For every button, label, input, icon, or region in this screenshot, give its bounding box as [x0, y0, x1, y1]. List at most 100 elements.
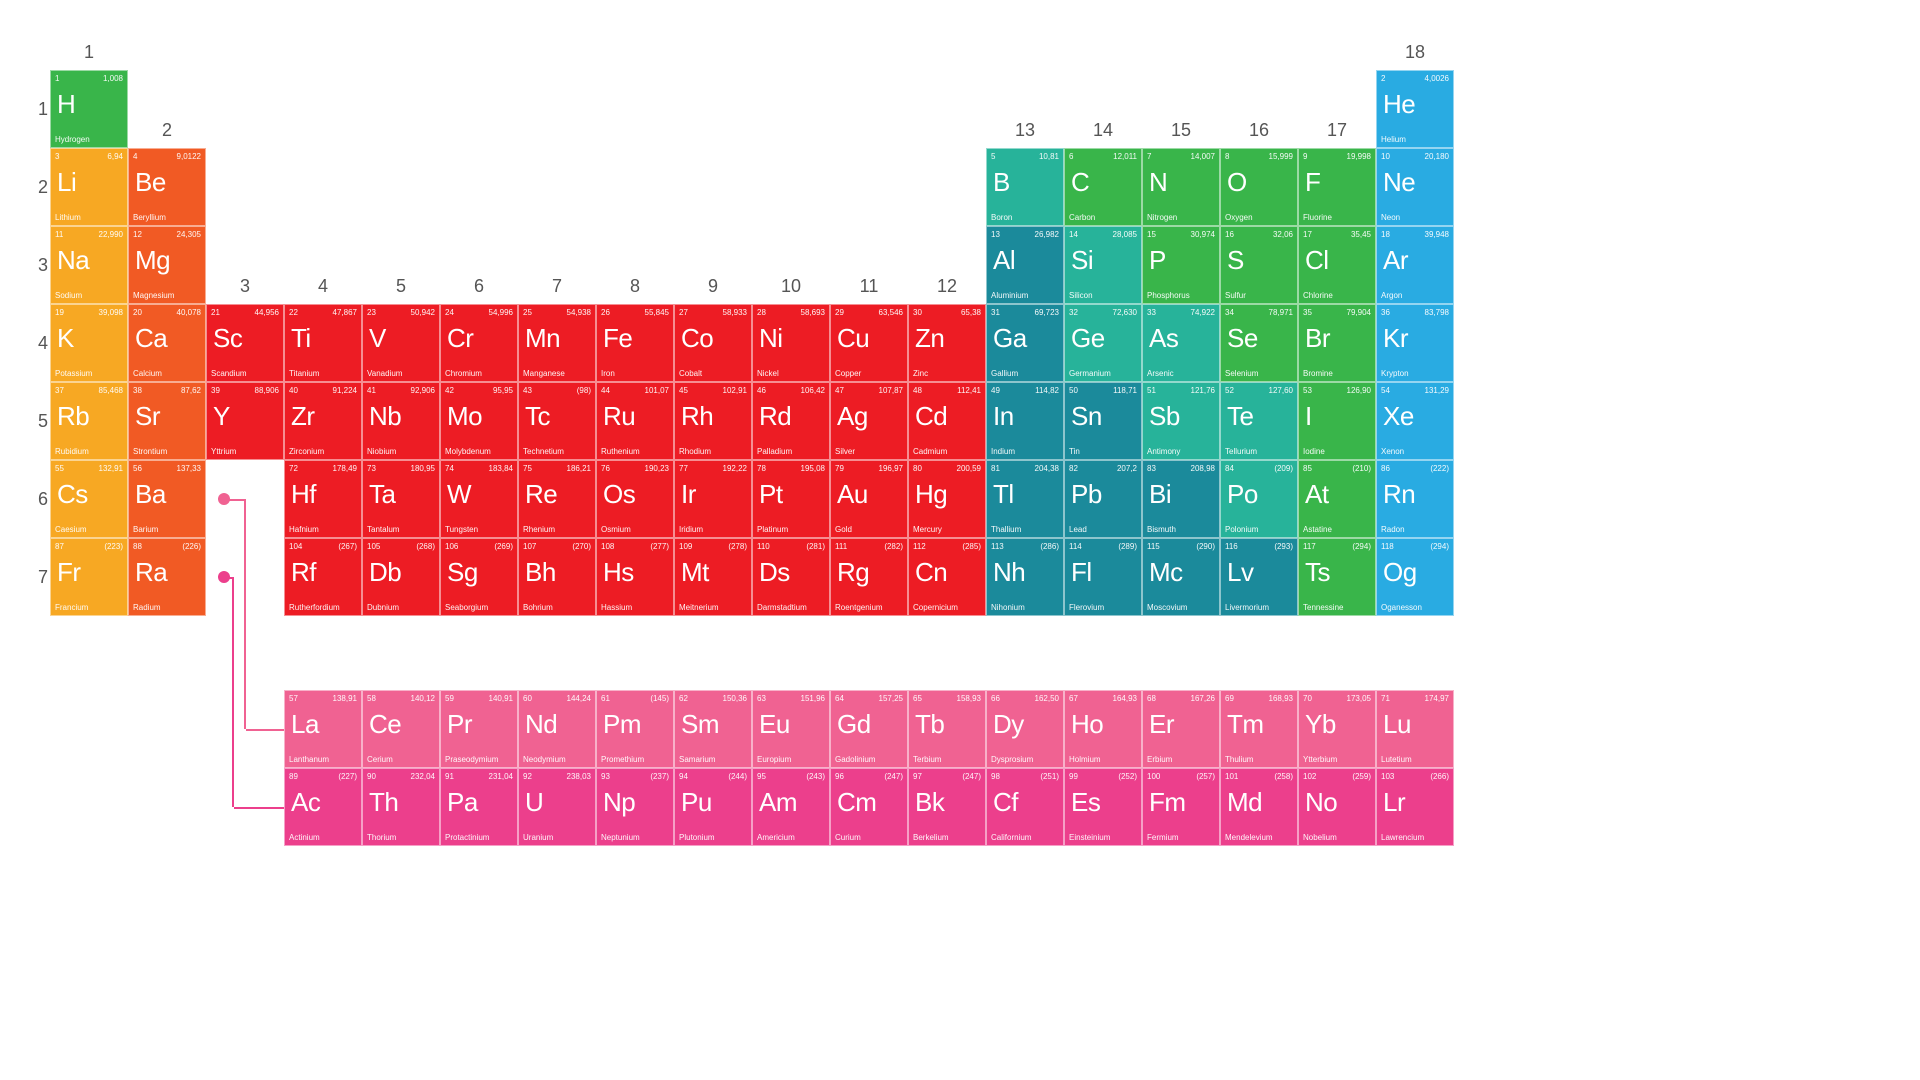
- atomic-number: 87: [55, 542, 64, 551]
- atomic-number: 59: [445, 694, 454, 703]
- atomic-mass: (257): [1196, 772, 1215, 781]
- atomic-number: 6: [1069, 152, 1073, 161]
- element-name: Samarium: [679, 755, 715, 764]
- atomic-number: 10: [1381, 152, 1390, 161]
- element-symbol: Co: [681, 323, 713, 354]
- element-name: Zinc: [913, 369, 928, 378]
- atomic-mass: 186,21: [567, 464, 591, 473]
- atomic-number: 73: [367, 464, 376, 473]
- element-cell-Li: 36,94LiLithium: [50, 148, 128, 226]
- atomic-number: 74: [445, 464, 454, 473]
- act-line-h2: [234, 807, 284, 809]
- element-symbol: Pb: [1071, 479, 1102, 510]
- element-symbol: H: [57, 89, 75, 120]
- atomic-mass: 178,49: [333, 464, 357, 473]
- atomic-mass: (259): [1352, 772, 1371, 781]
- element-name: Nitrogen: [1147, 213, 1177, 222]
- group-label-8: 8: [596, 276, 674, 297]
- atomic-number: 78: [757, 464, 766, 473]
- element-cell-Rd: 46106,42RdPalladium: [752, 382, 830, 460]
- element-symbol: Dy: [993, 709, 1024, 740]
- atomic-number: 94: [679, 772, 688, 781]
- atomic-number: 43: [523, 386, 532, 395]
- element-symbol: Mt: [681, 557, 709, 588]
- element-cell-Nd: 60144,24NdNeodymium: [518, 690, 596, 768]
- atomic-number: 71: [1381, 694, 1390, 703]
- atomic-number: 31: [991, 308, 1000, 317]
- element-symbol: B: [993, 167, 1010, 198]
- element-name: Livermorium: [1225, 603, 1269, 612]
- atomic-number: 12: [133, 230, 142, 239]
- element-cell-Ra: 88(226)RaRadium: [128, 538, 206, 616]
- atomic-mass: (293): [1274, 542, 1293, 551]
- element-symbol: As: [1149, 323, 1178, 354]
- atomic-mass: 208,98: [1191, 464, 1215, 473]
- period-label-4: 4: [18, 333, 48, 354]
- atomic-mass: 6,94: [107, 152, 123, 161]
- element-symbol: Tc: [525, 401, 550, 432]
- atomic-number: 52: [1225, 386, 1234, 395]
- atomic-mass: 231,04: [489, 772, 513, 781]
- element-symbol: Ds: [759, 557, 790, 588]
- atomic-number: 69: [1225, 694, 1234, 703]
- atomic-number: 110: [757, 542, 770, 551]
- atomic-number: 20: [133, 308, 142, 317]
- atomic-number: 61: [601, 694, 610, 703]
- atomic-mass: 107,87: [879, 386, 903, 395]
- element-name: Hafnium: [289, 525, 319, 534]
- element-symbol: Rf: [291, 557, 316, 588]
- element-cell-Mg: 1224,305MgMagnesium: [128, 226, 206, 304]
- element-name: Radon: [1381, 525, 1405, 534]
- element-cell-La: 57138,91LaLanthanum: [284, 690, 362, 768]
- element-symbol: La: [291, 709, 319, 740]
- atomic-number: 90: [367, 772, 376, 781]
- element-name: Seaborgium: [445, 603, 488, 612]
- element-cell-Co: 2758,933CoCobalt: [674, 304, 752, 382]
- element-cell-Mn: 2554,938MnManganese: [518, 304, 596, 382]
- element-symbol: Es: [1071, 787, 1100, 818]
- atomic-mass: (98): [577, 386, 591, 395]
- element-symbol: Ge: [1071, 323, 1105, 354]
- atomic-number: 62: [679, 694, 688, 703]
- atomic-mass: (286): [1040, 542, 1059, 551]
- atomic-mass: 44,956: [255, 308, 279, 317]
- element-name: Silicon: [1069, 291, 1093, 300]
- atomic-number: 82: [1069, 464, 1078, 473]
- atomic-mass: (226): [182, 542, 201, 551]
- atomic-number: 44: [601, 386, 610, 395]
- atomic-number: 80: [913, 464, 922, 473]
- atomic-number: 102: [1303, 772, 1316, 781]
- element-name: Magnesium: [133, 291, 174, 300]
- element-name: Einsteinium: [1069, 833, 1110, 842]
- atomic-number: 37: [55, 386, 64, 395]
- element-name: Chromium: [445, 369, 482, 378]
- element-symbol: Tl: [993, 479, 1014, 510]
- atomic-mass: 238,03: [567, 772, 591, 781]
- atomic-number: 118: [1381, 542, 1394, 551]
- period-label-5: 5: [18, 411, 48, 432]
- atomic-mass: 54,938: [567, 308, 591, 317]
- element-symbol: C: [1071, 167, 1089, 198]
- atomic-number: 57: [289, 694, 298, 703]
- element-symbol: Kr: [1383, 323, 1408, 354]
- atomic-mass: (145): [650, 694, 669, 703]
- atomic-mass: 140,91: [489, 694, 513, 703]
- atomic-number: 76: [601, 464, 610, 473]
- element-cell-Dy: 66 162,50 Dy Dysprosium: [986, 690, 1064, 768]
- element-cell-Ar: 1839,948ArArgon: [1376, 226, 1454, 304]
- element-name: Actinium: [289, 833, 320, 842]
- act-line-v: [233, 577, 235, 807]
- element-symbol: Cm: [837, 787, 876, 818]
- atomic-number: 22: [289, 308, 298, 317]
- atomic-number: 66: [991, 694, 1000, 703]
- element-cell-Cm: 96(247)CmCurium: [830, 768, 908, 846]
- atomic-mass: 162,50: [1035, 694, 1059, 703]
- element-name: Potassium: [55, 369, 92, 378]
- element-symbol: In: [993, 401, 1014, 432]
- group-label-15: 15: [1142, 120, 1220, 141]
- element-cell-Yb: 70173,05YbYtterbium: [1298, 690, 1376, 768]
- element-cell-Br: 3579,904BrBromine: [1298, 304, 1376, 382]
- element-name: Silver: [835, 447, 855, 456]
- atomic-number: 95: [757, 772, 766, 781]
- element-name: Dysprosium: [991, 755, 1033, 764]
